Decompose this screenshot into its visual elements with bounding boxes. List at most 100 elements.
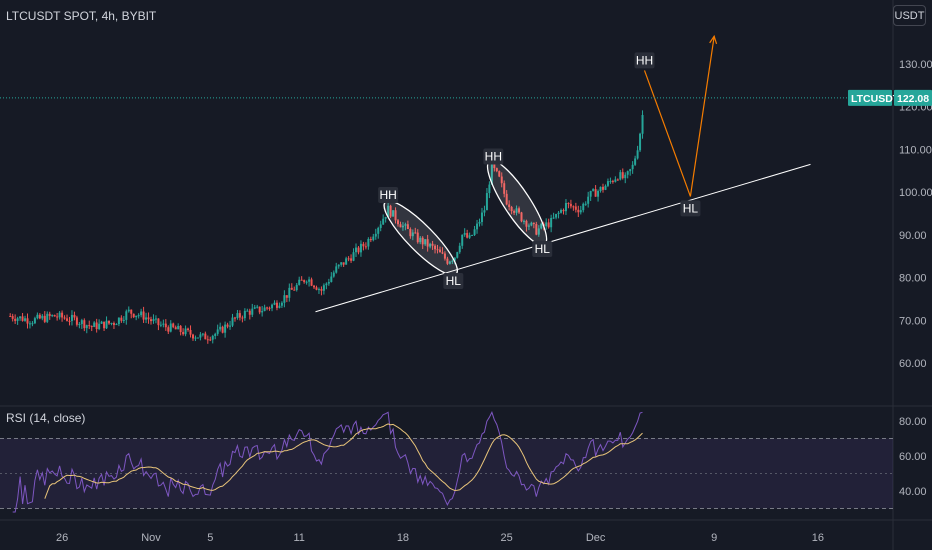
candle-body — [498, 171, 501, 177]
candle-body — [308, 279, 311, 282]
x-tick-label: Dec — [586, 532, 606, 544]
candle-body — [468, 235, 471, 238]
label-text: HL — [446, 274, 462, 288]
label-text: HL — [535, 242, 551, 256]
candle-body — [350, 258, 353, 261]
candle-body — [53, 315, 56, 317]
candle-body — [315, 287, 318, 290]
candle-body — [75, 317, 78, 325]
x-tick-label: Nov — [141, 532, 161, 544]
candle-body — [130, 309, 133, 314]
candle-body — [191, 334, 194, 339]
candle-body — [268, 307, 271, 309]
candle-body — [540, 223, 543, 229]
candle-body — [458, 245, 461, 253]
candle-body — [147, 317, 150, 320]
candle-body — [187, 328, 190, 330]
candle-body — [196, 337, 199, 339]
candle-body — [271, 304, 274, 309]
candle-body — [340, 262, 343, 265]
candle-body — [115, 324, 118, 326]
trendline — [315, 163, 811, 313]
candle-body — [51, 315, 54, 317]
x-tick-label: 9 — [711, 532, 717, 544]
label-box — [378, 186, 399, 203]
candle-body — [414, 232, 417, 234]
candle-body — [478, 221, 481, 224]
candle-body — [38, 314, 41, 319]
candle-body — [532, 222, 535, 225]
candle-body — [500, 176, 503, 184]
last-price-tag — [894, 89, 932, 106]
label-higher-low: HL — [680, 200, 701, 217]
candle-body — [167, 327, 170, 332]
candle-body — [476, 223, 479, 230]
candle-body — [132, 313, 135, 318]
candle-body — [251, 308, 254, 315]
candle-body — [285, 295, 288, 298]
candle-body — [298, 279, 301, 285]
candle-body — [162, 323, 165, 325]
projection-arrowhead — [709, 34, 718, 45]
candle-body — [122, 319, 125, 321]
candle-body — [233, 317, 236, 319]
candle-body — [584, 203, 587, 205]
candle-body — [169, 323, 172, 332]
candle-body — [105, 320, 108, 329]
candle-body — [377, 227, 380, 234]
currency-button[interactable]: USDT — [893, 5, 926, 26]
rsi-label: RSI (14, close) — [6, 411, 85, 425]
candle-body — [63, 317, 66, 319]
candle-body — [327, 282, 330, 284]
candle-body — [384, 216, 387, 219]
candle-body — [602, 186, 605, 190]
label-text: HL — [683, 201, 699, 215]
x-tick-label: 5 — [207, 532, 213, 544]
candle-body — [619, 172, 622, 180]
candle-body — [387, 205, 390, 217]
candle-body — [372, 236, 375, 241]
rsi-tick-label: 60.00 — [899, 451, 927, 463]
candle-body — [441, 252, 444, 254]
candle-body — [379, 224, 382, 228]
candle-body — [137, 315, 140, 317]
candle-body — [78, 324, 81, 326]
candle-body — [305, 281, 308, 283]
candle-body — [73, 314, 76, 318]
candle-body — [61, 312, 64, 318]
candle-body — [382, 218, 385, 225]
candle-body — [510, 206, 513, 212]
candle-body — [461, 234, 464, 246]
candle-body — [219, 326, 222, 330]
candle-body — [639, 133, 642, 151]
candle-body — [313, 285, 316, 288]
candle-body — [404, 224, 407, 226]
label-text: HH — [379, 188, 396, 202]
rsi-lines — [12, 410, 643, 513]
candle-body — [572, 206, 575, 208]
candle-body — [547, 222, 550, 228]
candle-body — [537, 228, 540, 235]
candle-body — [58, 312, 61, 318]
candle-body — [369, 238, 372, 241]
candle-body — [594, 189, 597, 197]
candle-body — [152, 319, 155, 322]
candle-body — [456, 252, 459, 258]
candle-body — [335, 266, 338, 273]
candle-body — [322, 285, 325, 291]
candle-body — [503, 183, 506, 194]
candle-body — [416, 232, 419, 243]
candle-body — [174, 327, 177, 330]
candle-body — [95, 322, 98, 329]
candle-body — [150, 319, 152, 322]
candle-body — [374, 233, 377, 237]
candle-body — [19, 316, 22, 319]
candle-body — [258, 306, 261, 313]
candle-body — [409, 229, 412, 237]
candle-body — [325, 283, 328, 286]
candle-body — [14, 318, 17, 321]
candle-body — [624, 174, 627, 179]
candle-body — [352, 252, 355, 261]
candle-body — [184, 328, 187, 335]
